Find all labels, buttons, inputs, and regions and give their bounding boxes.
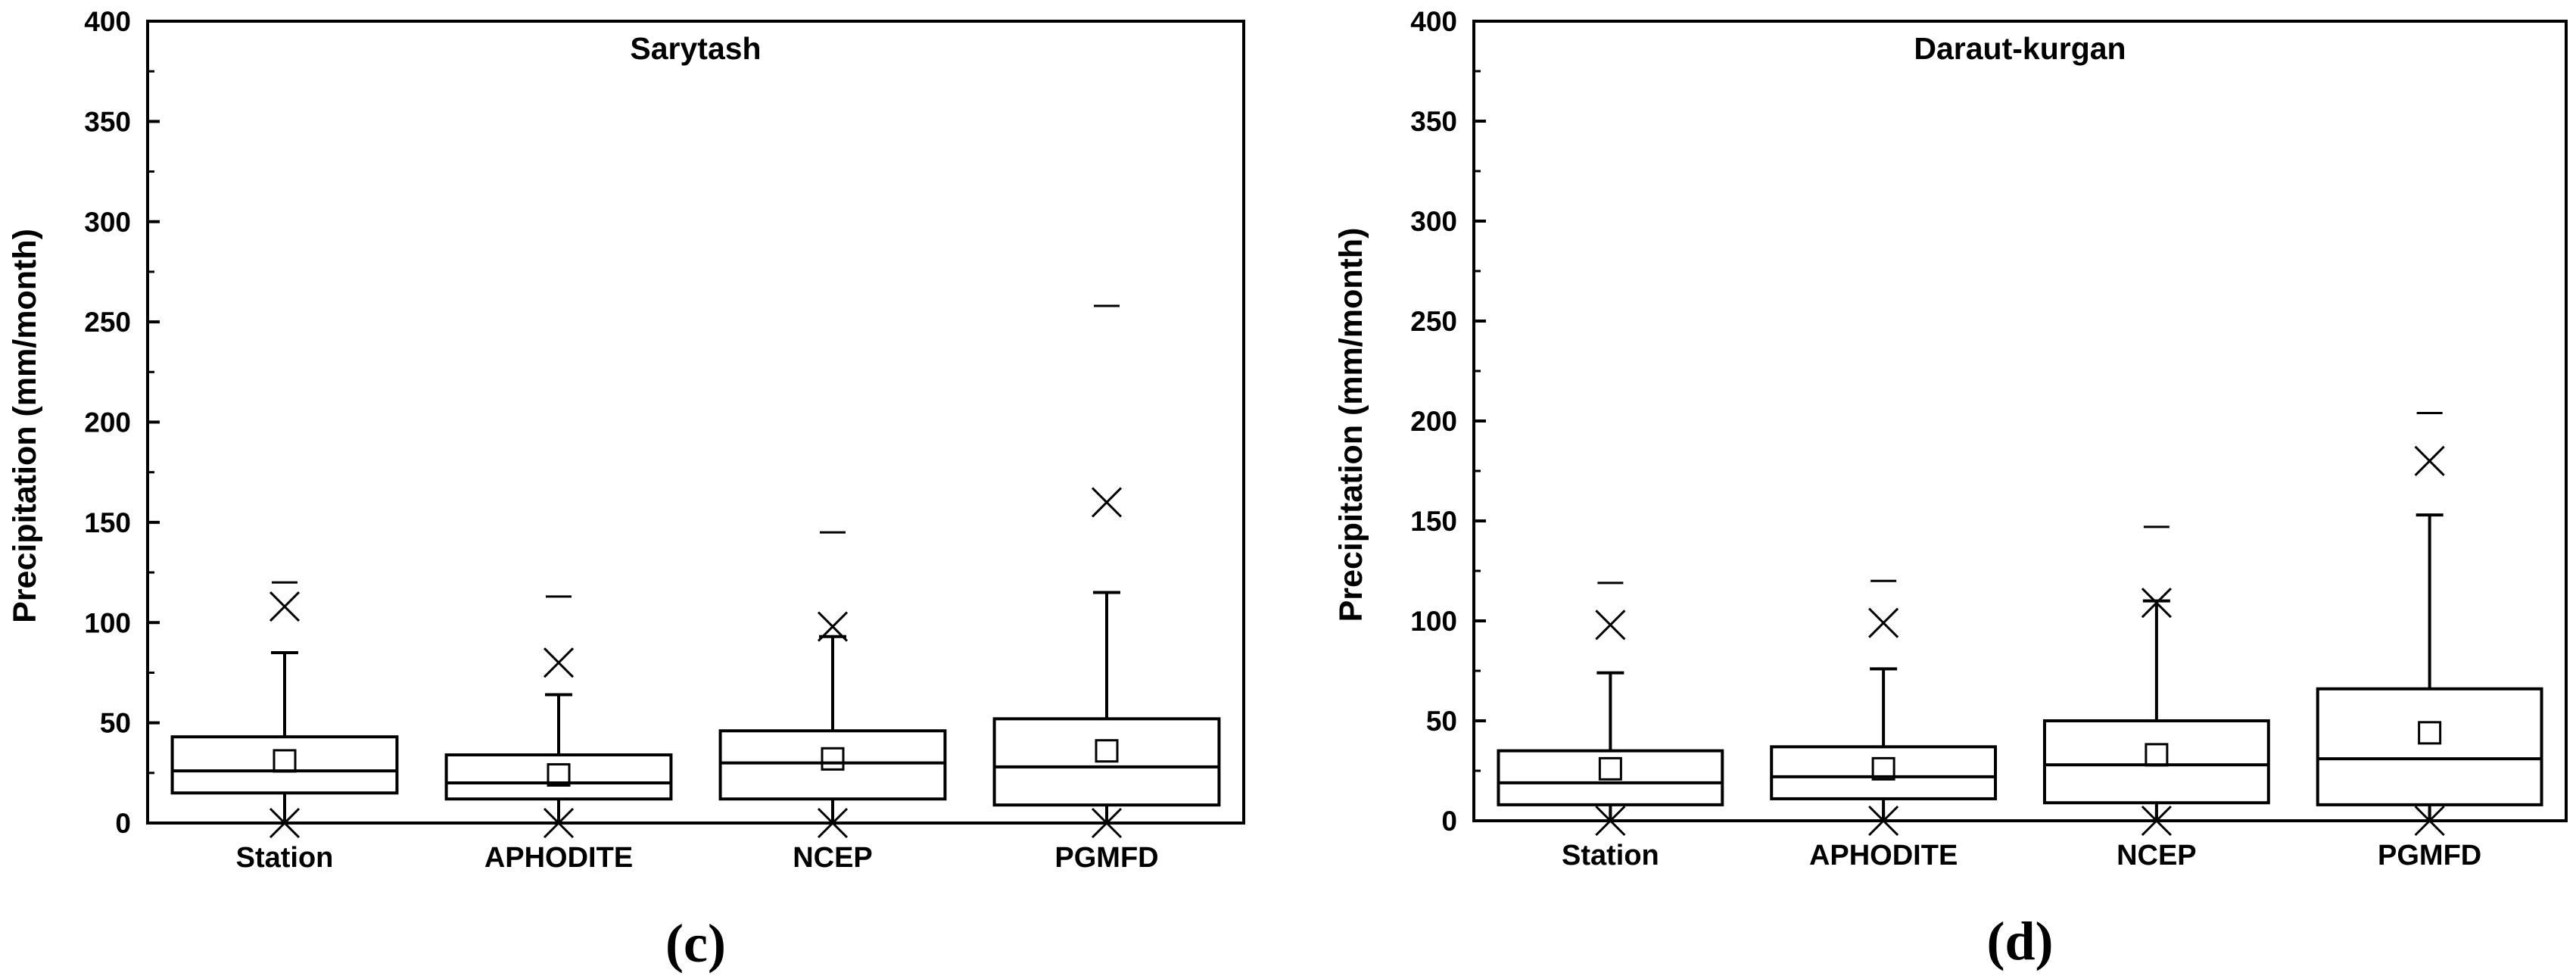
min-x-marker-stroke [269,807,301,839]
y-axis-label: Precipitation (mm/month) [1333,228,1369,622]
x-tick-label: NCEP [2117,840,2197,871]
y-tick-label: 300 [84,207,131,238]
mean-marker [821,747,845,771]
mean-marker [1095,739,1119,763]
y-tick-label: 200 [84,407,131,438]
iqr-box [718,729,947,801]
y-tick-label: 0 [115,808,131,839]
iqr-box [2042,719,2270,805]
y-tick-label: 50 [100,708,131,739]
min-x-marker-stroke [543,807,575,839]
x-tick-label: Station [1562,840,1659,871]
max-x-marker [543,647,575,678]
mean-marker [1598,756,1622,781]
mean-marker [1871,756,1895,781]
mean-marker [2145,743,2169,767]
y-tick-label: 300 [1410,206,1457,237]
max-x-marker-stroke [1868,607,1899,638]
chart-title: Daraut-kurgan [1914,31,2126,66]
min-x-marker [1868,805,1899,837]
y-tick-label: 50 [1426,706,1457,737]
max-x-marker [817,611,849,642]
min-x-marker-stroke [817,807,849,839]
min-x-marker [2414,805,2445,837]
y-tick-label: 200 [1410,406,1457,437]
min-x-marker-stroke [1868,805,1899,837]
max-x-marker [1868,607,1899,638]
max-x-marker [2141,588,2172,619]
panel-daraut-kurgan: 0 50 100 150 200 250 300 350 400 Station APHODITE N… [1333,6,2568,971]
iqr-box [1497,749,1724,806]
iqr-box [444,753,673,801]
y-tick-label: 150 [1410,506,1457,537]
y-tick-label: 0 [1441,806,1457,837]
iqr-box [170,735,399,795]
y-tick-label: 250 [1410,306,1457,337]
max-x-marker-stroke [817,611,849,642]
min-x-marker [1091,807,1123,839]
min-x-marker-stroke [1595,805,1626,837]
mean-marker [273,749,297,773]
min-x-marker [543,807,575,839]
y-tick-label: 350 [84,106,131,137]
max-x-marker-stroke [2414,445,2445,476]
min-x-marker [1595,805,1626,837]
chart-title: Sarytash [630,31,761,66]
max-x-marker-stroke [543,647,575,678]
y-tick-label: 100 [1410,606,1457,637]
y-tick-label: 350 [1410,106,1457,137]
mean-marker [2418,721,2442,745]
max-x-marker-stroke [1595,610,1626,641]
max-x-marker [1091,487,1123,518]
panel-label: (c) [665,913,726,974]
max-x-marker-stroke [1091,487,1123,518]
x-tick-label: APHODITE [484,842,633,874]
min-x-marker [2141,805,2172,837]
plot-frame [146,20,1245,825]
y-tick-label: 400 [1410,6,1457,37]
y-tick-label: 400 [84,6,131,37]
min-x-marker [269,807,301,839]
y-tick-label: 250 [84,307,131,338]
x-tick-label: PGMFD [2378,840,2481,871]
min-x-marker-stroke [2414,805,2445,837]
y-tick-label: 100 [84,607,131,638]
min-x-marker-stroke [1091,807,1123,839]
max-x-marker-stroke [269,591,301,622]
mean-marker [547,762,571,787]
max-x-marker [269,591,301,622]
x-tick-label: PGMFD [1054,842,1158,874]
min-x-marker [817,807,849,839]
x-tick-label: APHODITE [1809,840,1958,871]
max-x-marker [2414,445,2445,476]
y-tick-label: 150 [84,507,131,538]
panel-label: (d) [1987,911,2054,971]
x-tick-label: NCEP [793,842,873,874]
panel-sarytash: 0 50 100 150 200 250 300 350 400 Station APHODITE N… [7,6,1245,974]
y-axis-label: Precipitation (mm/month) [7,229,43,623]
x-tick-label: Station [236,842,334,874]
max-x-marker-stroke [2141,588,2172,619]
iqr-box [1770,745,1998,800]
min-x-marker-stroke [2141,805,2172,837]
iqr-box [2316,687,2543,806]
max-x-marker [1595,610,1626,641]
